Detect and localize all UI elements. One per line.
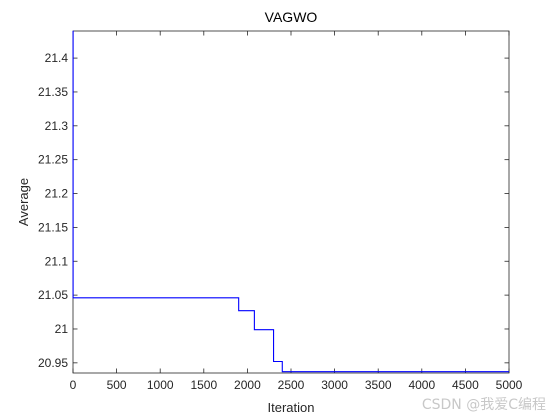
series-line	[72, 30, 509, 373]
x-tick-label: 500	[107, 378, 127, 392]
x-axis-label: Iteration	[268, 400, 315, 415]
x-tick-label: 3000	[321, 378, 348, 392]
chart-title: VAGWO	[265, 9, 318, 25]
x-tick-label: 5000	[496, 378, 523, 392]
y-tick-label: 21.2	[45, 187, 69, 201]
y-tick-label: 21.35	[38, 85, 68, 99]
x-tick-label: 2000	[234, 378, 261, 392]
x-tick-label: 1500	[190, 378, 217, 392]
y-tick-label: 20.95	[38, 356, 68, 370]
y-tick-label: 21.15	[38, 220, 68, 234]
y-tick-label: 21	[55, 322, 69, 336]
y-tick-label: 21.3	[45, 119, 69, 133]
y-tick-label: 21.4	[45, 51, 69, 65]
y-tick-label: 21.1	[45, 254, 69, 268]
y-tick-label: 21.25	[38, 153, 68, 167]
x-tick-label: 3500	[365, 378, 392, 392]
series-layer	[72, 30, 509, 373]
watermark: CSDN @我爱C编程	[421, 397, 546, 413]
x-tick-label: 0	[70, 378, 77, 392]
x-tick-label: 4000	[408, 378, 435, 392]
x-tick-label: 4500	[452, 378, 479, 392]
y-tick-label: 21.05	[38, 288, 68, 302]
x-tick-labels: 0 500 1000 1500 2000 2500 3000 3500 4000 4500 5000	[70, 378, 523, 392]
x-tick-label: 1000	[147, 378, 174, 392]
axis-ticks	[72, 31, 510, 373]
y-tick-labels: 20.95 21 21.05 21.1 21.15 21.2 21.25 21.3 21.35 2…	[38, 51, 68, 370]
plot-area	[72, 30, 510, 374]
y-axis-label: Average	[16, 178, 31, 226]
x-tick-label: 2500	[278, 378, 305, 392]
